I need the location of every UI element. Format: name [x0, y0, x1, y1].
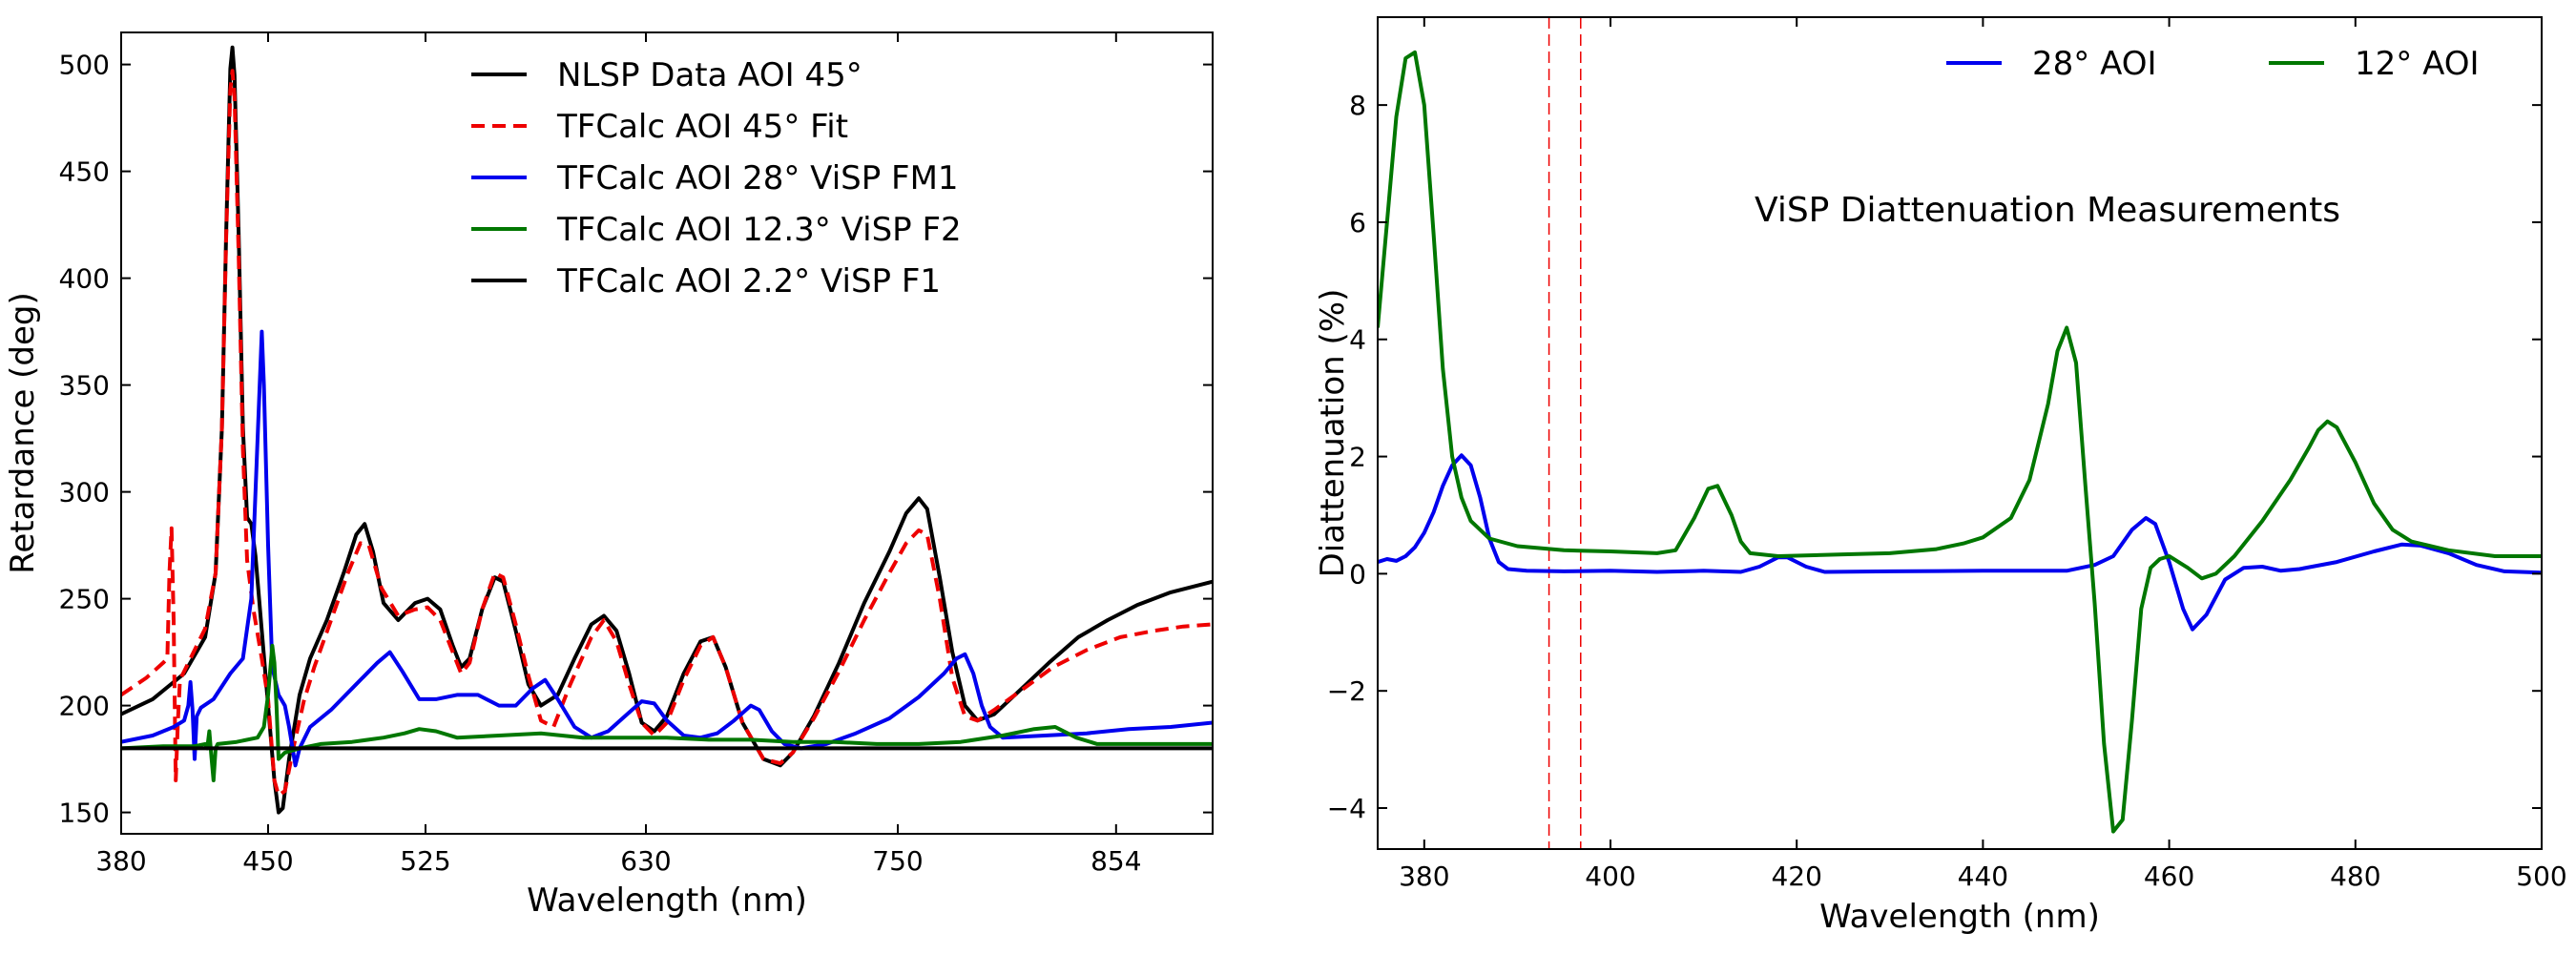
y-tick-label: 0	[1349, 558, 1366, 590]
plot-area-right	[1378, 17, 2542, 849]
y-tick-label: 400	[59, 263, 110, 295]
y-tick-label: 8	[1349, 90, 1366, 121]
legend-left: NLSP Data AOI 45° TFCalc AOI 45° Fit TFCal…	[471, 56, 962, 301]
x-tick-label: 854	[1091, 845, 1141, 877]
x-tick-label: 380	[95, 845, 146, 877]
x-tick-label: 450	[242, 845, 293, 877]
y-tick-label: 450	[59, 156, 110, 188]
y-tick-label: 350	[59, 370, 110, 402]
series-line-2	[121, 329, 1213, 768]
y-tick-label: 300	[59, 477, 110, 508]
legend-label: NLSP Data AOI 45°	[557, 56, 862, 94]
x-tick-label: 460	[2144, 861, 2194, 892]
x-tick-label: 630	[620, 845, 671, 877]
legend-label: 28° AOI	[2032, 45, 2157, 83]
y-tick-label: 4	[1349, 324, 1366, 356]
diattenuation-chart: 380 400 420 440 460 480 500 −4 −2 0 2 4 6 8 ViSP Diat…	[1314, 16, 2567, 936]
legend-label: 12° AOI	[2355, 45, 2480, 83]
chart-annotation: ViSP Diattenuation Measurements	[1755, 191, 2340, 230]
x-axis-label-right: Wavelength (nm)	[1819, 898, 2100, 936]
y-tick-label: 500	[59, 50, 110, 81]
y-tick-label: 250	[59, 584, 110, 615]
y-tick-label: 200	[59, 691, 110, 722]
axes-frame-left	[120, 31, 1214, 835]
legend-label: TFCalc AOI 28° ViSP FM1	[556, 159, 959, 197]
legend-label: TFCalc AOI 12.3° ViSP F2	[556, 211, 962, 249]
series-line-3	[121, 643, 1213, 782]
retardance-chart: 380 450 525 630 750 854 150 200 250 300 350 400 450 5…	[4, 31, 1214, 920]
y-tick-label: −4	[1327, 793, 1366, 824]
legend-label: TFCalc AOI 45° Fit	[556, 108, 848, 146]
series-line-1	[1378, 50, 2542, 834]
x-tick-label: 420	[1771, 861, 1821, 892]
axes-frame-right	[1377, 16, 2543, 850]
y-tick-label: −2	[1327, 675, 1366, 707]
y-axis-label-right: Diattenuation (%)	[1314, 289, 1352, 578]
x-tick-label: 480	[2330, 861, 2380, 892]
x-tick-label: 500	[2516, 861, 2566, 892]
y-axis-label-left: Retardance (deg)	[4, 292, 42, 574]
legend-right: 28° AOI 12° AOI	[1946, 45, 2480, 83]
x-tick-label: 440	[1958, 861, 2008, 892]
x-tick-label: 750	[872, 845, 923, 877]
x-tick-label: 380	[1399, 861, 1449, 892]
x-axis-label-left: Wavelength (nm)	[527, 881, 807, 920]
x-tick-label: 525	[400, 845, 450, 877]
x-tick-label: 400	[1585, 861, 1635, 892]
y-tick-label: 150	[59, 798, 110, 829]
legend-label: TFCalc AOI 2.2° ViSP F1	[556, 262, 941, 301]
y-tick-label: 2	[1349, 442, 1366, 473]
series-line-0	[121, 45, 1213, 815]
y-tick-label: 6	[1349, 207, 1366, 238]
